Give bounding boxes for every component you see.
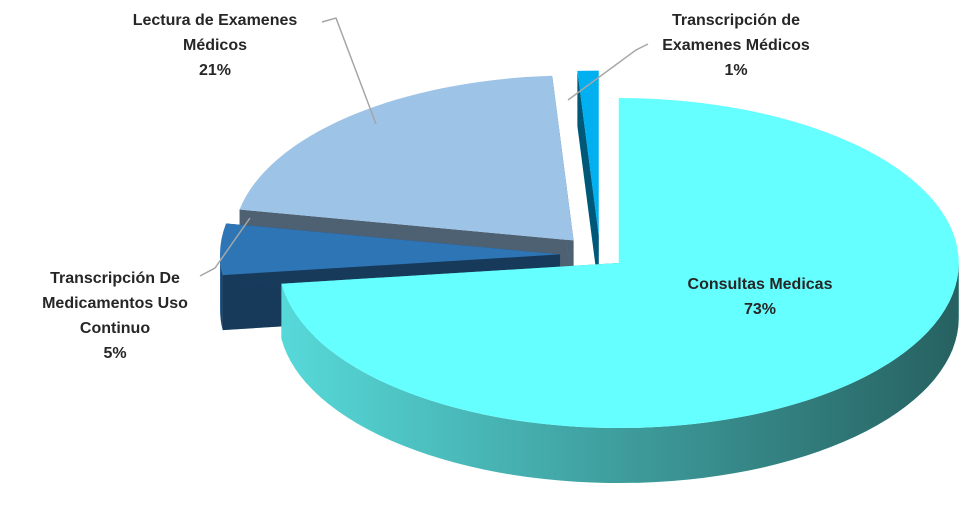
value-label: 5% <box>103 345 127 362</box>
category-label: Consultas Medicas <box>687 276 833 293</box>
slice <box>220 223 561 276</box>
value-label: 73% <box>743 301 777 318</box>
category-label: Lectura de Examenes Médicos <box>132 12 298 54</box>
leader-line <box>567 43 649 101</box>
value-label: 21% <box>198 62 232 79</box>
value-label: 1% <box>724 62 748 79</box>
slice-face-shade <box>577 70 599 291</box>
slice-label: Lectura de Examenes Médicos 21% <box>105 8 325 83</box>
slice-label: Transcripción De Medicamentos Uso Contin… <box>15 266 215 366</box>
slice <box>239 75 574 241</box>
slice-side-shade <box>281 263 959 484</box>
category-label: Transcripción De Medicamentos Uso Contin… <box>42 270 188 337</box>
slice-label: Consultas Medicas 73% <box>640 272 880 322</box>
slice <box>281 98 959 429</box>
leader-line <box>321 17 377 125</box>
category-label: Transcripción de Examenes Médicos <box>662 12 810 54</box>
slice-side-shade <box>220 254 223 331</box>
leader-line <box>199 217 251 277</box>
slice <box>577 70 599 236</box>
slice-label: Transcripción de Examenes Médicos 1% <box>636 8 836 83</box>
